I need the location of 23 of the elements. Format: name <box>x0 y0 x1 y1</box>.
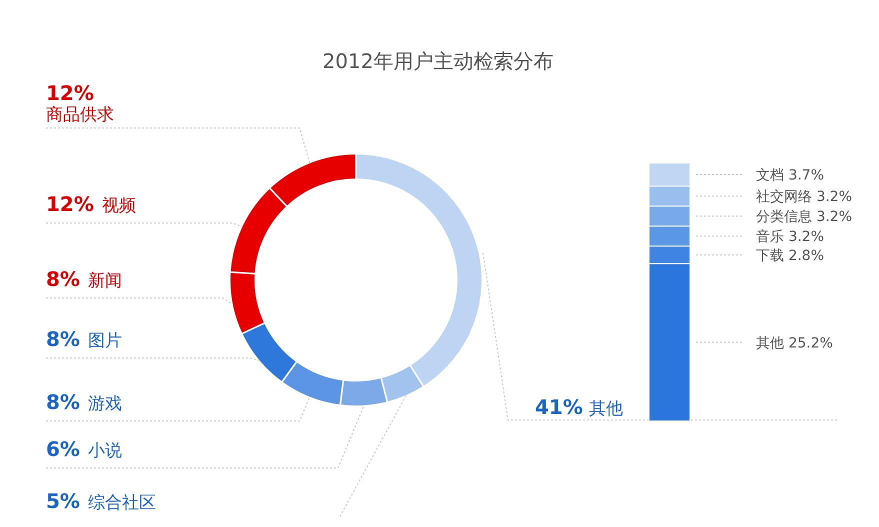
data-label: 社交网络 3.2% <box>756 189 852 206</box>
slice-label: 商品供求 <box>46 105 114 125</box>
slice-label: 游戏 <box>88 394 122 414</box>
slice-label: 新闻 <box>88 271 122 291</box>
chart-title: 2012年用户主动检索分布 <box>322 49 554 73</box>
slice-label: 其他 <box>588 399 623 419</box>
data-label: 下载 2.8% <box>756 248 824 264</box>
data-label: 其他 25.2% <box>756 335 833 352</box>
data-label: 文档 3.7% <box>756 168 824 184</box>
data-label: 8% <box>46 327 80 351</box>
slice-label: 视频 <box>102 196 136 216</box>
data-label: 分类信息 3.2% <box>756 209 852 226</box>
slice-label: 小说 <box>88 441 122 461</box>
data-label: 8% <box>46 267 80 291</box>
data-label: 音乐 3.2% <box>756 229 824 246</box>
slice-label: 图片 <box>88 331 122 351</box>
data-label: 8% <box>46 390 80 414</box>
data-label: 41% <box>535 395 583 419</box>
slice-label: 综合社区 <box>88 493 156 513</box>
data-label: 12% <box>46 192 94 216</box>
data-label: 12% <box>46 81 94 105</box>
data-label: 6% <box>46 437 80 461</box>
data-label: 5% <box>46 489 80 513</box>
